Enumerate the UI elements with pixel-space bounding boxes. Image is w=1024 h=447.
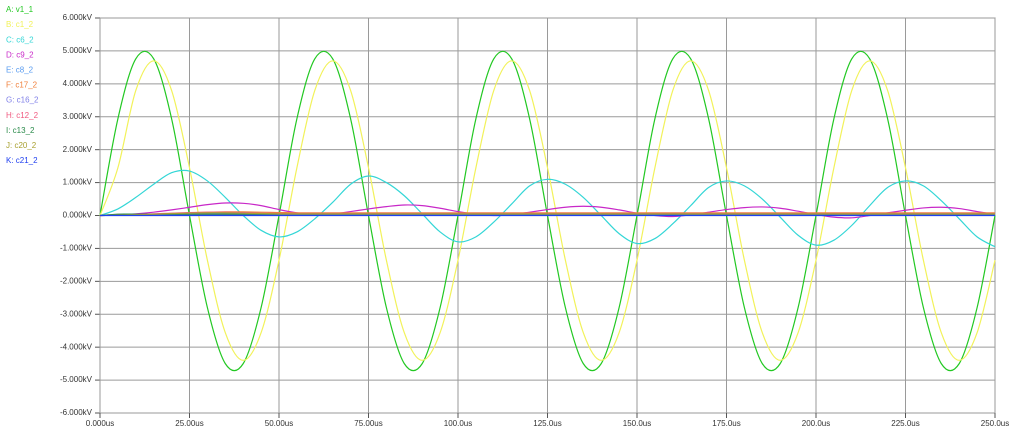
legend-entry: B: c1_2 [6,20,34,29]
y-tick-label: -6.000kV [60,408,93,417]
y-tick-label: 6.000kV [63,13,93,22]
series-line [99,211,995,217]
legend-entry: D: c9_2 [6,50,34,59]
y-tick-label: -2.000kV [60,276,93,285]
x-tick-label: 75.00us [354,419,382,428]
y-tick-label: -5.000kV [60,375,93,384]
legend-entry: A: v1_1 [6,5,34,14]
series-line [99,202,996,219]
x-tick-label: 50.00us [265,419,293,428]
series-lines [99,50,996,372]
y-tick-label: 3.000kV [63,112,93,121]
legend: A: v1_1 B: c1_2 C: c6_2 D: c9_2 E: c8_2 F: c1… [6,5,39,165]
y-tick-label: 2.000kV [63,145,93,154]
legend-entry: F: c17_2 [6,81,38,90]
y-tick-label: 1.000kV [63,178,93,187]
legend-entry: G: c16_2 [6,96,39,105]
x-tick-label: 200.0us [802,419,830,428]
x-tick-label: 175.0us [712,419,740,428]
legend-entry: J: c20_2 [6,141,37,150]
series-line [99,60,996,361]
y-tick-label: -3.000kV [60,309,93,318]
axis-labels: 6.000kV 5.000kV 4.000kV 3.000kV 2.000kV 1.000… [60,13,1009,428]
x-tick-label: 100.0us [444,419,472,428]
y-tick-label: 0.000kV [63,211,93,220]
x-tick-label: 250.0us [981,419,1009,428]
legend-entry: K: c21_2 [6,156,38,165]
y-tick-label: -4.000kV [60,342,93,351]
x-tick-label: 125.0us [533,419,561,428]
y-tick-label: 5.000kV [63,46,93,55]
legend-entry: H: c12_2 [6,111,39,120]
legend-entry: E: c8_2 [6,66,34,75]
y-tick-label: 4.000kV [63,79,93,88]
series-line [99,169,996,248]
y-tick-label: -1.000kV [60,244,93,253]
series-line [99,212,995,217]
x-tick-label: 225.0us [891,419,919,428]
x-tick-label: 25.00us [175,419,203,428]
legend-entry: I: c13_2 [6,126,35,135]
x-tick-label: 150.0us [623,419,651,428]
legend-entry: C: c6_2 [6,35,34,44]
x-tick-label: 0.000us [86,419,114,428]
